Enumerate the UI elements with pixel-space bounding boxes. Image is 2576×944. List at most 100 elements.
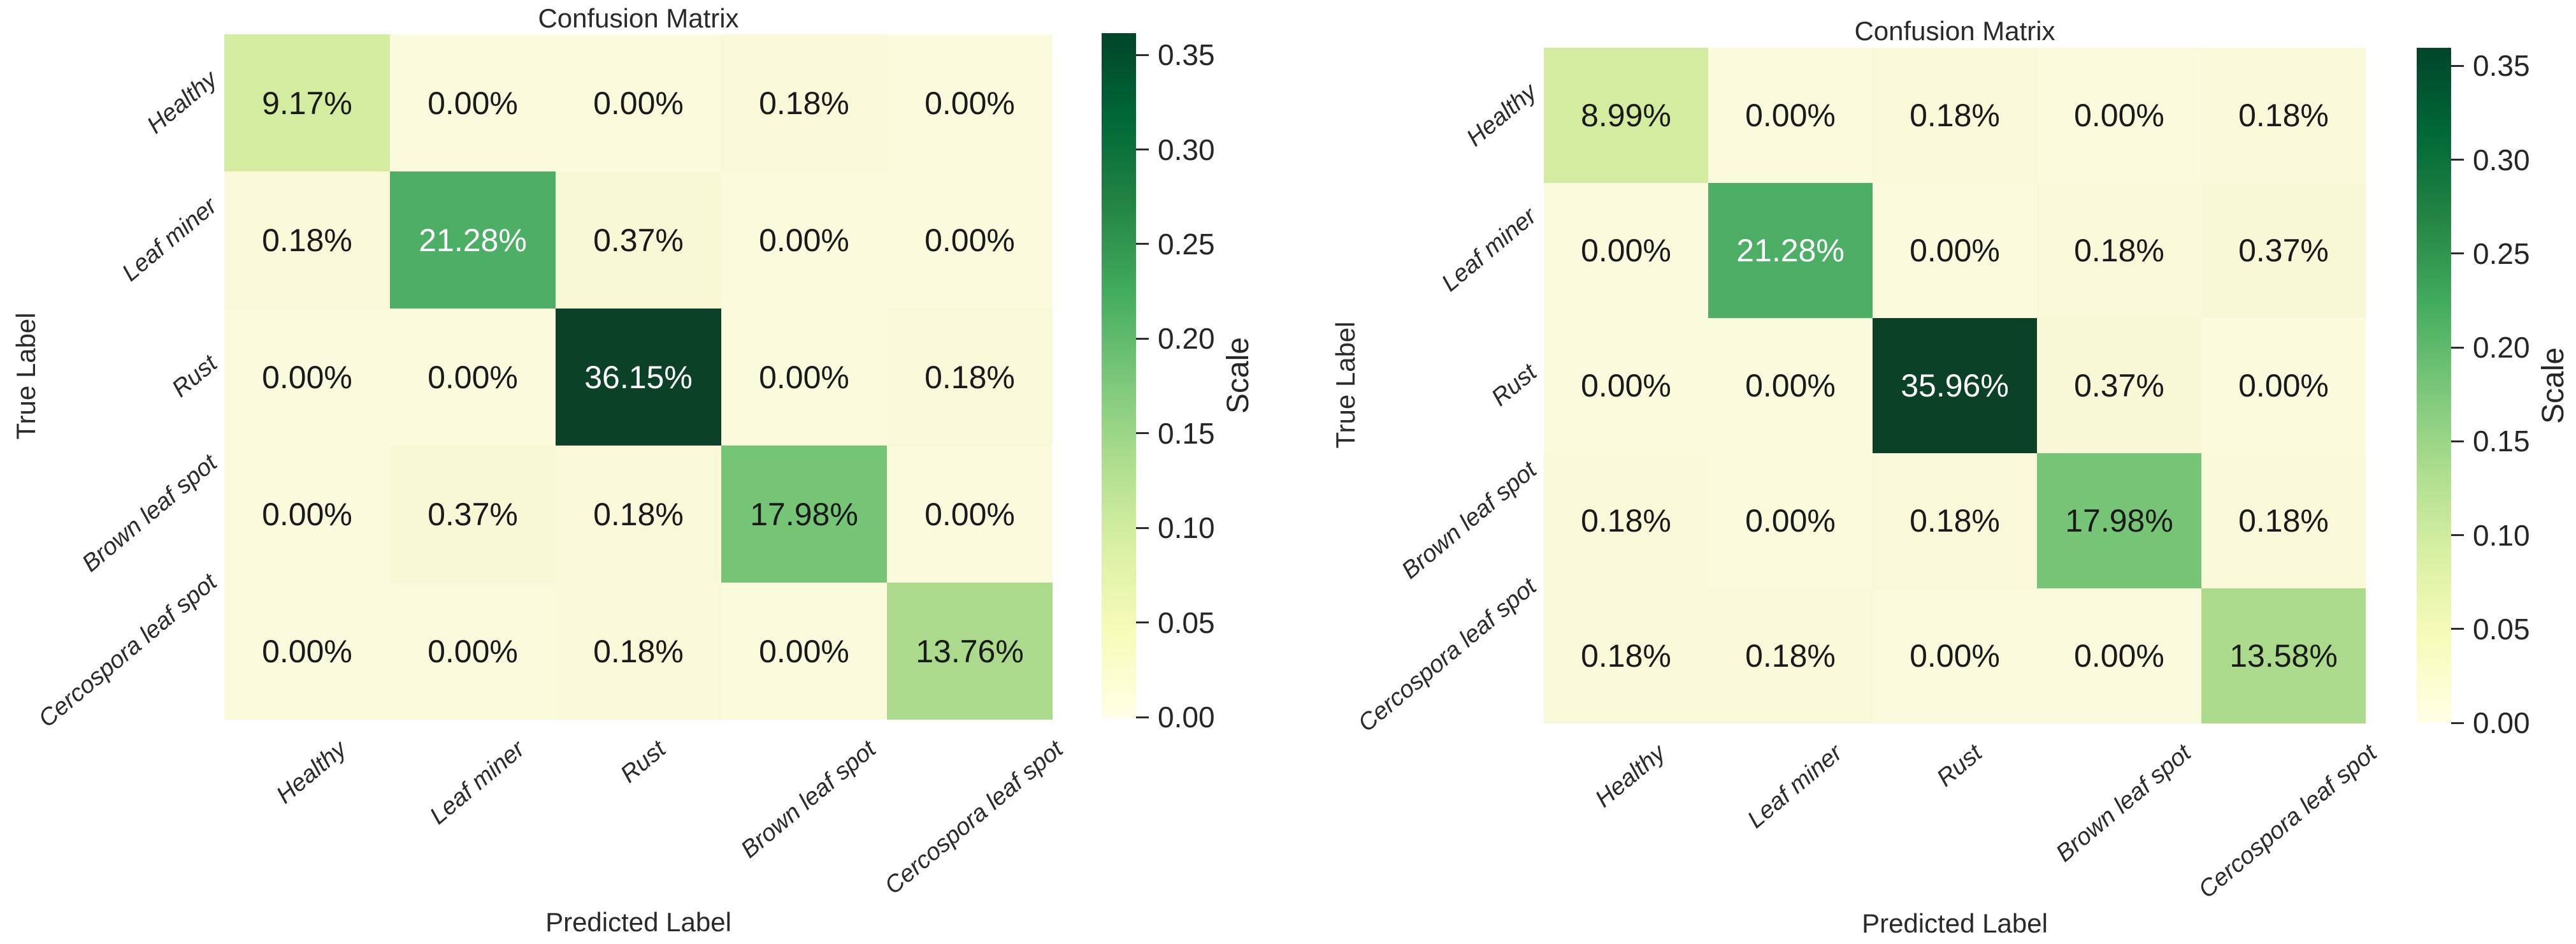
y-tick-label: Cercospora leaf spot xyxy=(1353,573,1542,738)
colorbar-tick xyxy=(1136,432,1149,435)
y-tick-label: Brown leaf spot xyxy=(1397,456,1542,585)
colorbar-tick xyxy=(2451,440,2464,442)
matrix-cell: 0.00% xyxy=(887,446,1053,583)
matrix-cell: 0.37% xyxy=(2037,318,2201,453)
colorbar-tick xyxy=(1136,716,1149,718)
matrix-cell: 13.76% xyxy=(887,583,1053,720)
matrix-cell: 0.00% xyxy=(390,34,556,171)
matrix-cell: 0.18% xyxy=(224,171,390,309)
colorbar-tick-label: 0.10 xyxy=(2473,518,2530,552)
y-tick-label: Leaf miner xyxy=(1436,203,1542,297)
matrix-cell: 0.18% xyxy=(887,309,1053,446)
colorbar-tick xyxy=(1136,243,1149,245)
matrix-cell: 0.00% xyxy=(2201,318,2366,453)
colorbar-tick-label: 0.35 xyxy=(2473,49,2530,83)
colorbar-tick-label: 0.05 xyxy=(2473,612,2530,646)
matrix-cell: 0.00% xyxy=(390,583,556,720)
matrix-cell: 0.00% xyxy=(390,309,556,446)
colorbar-tick xyxy=(1136,54,1149,56)
colorbar-tick-label: 0.25 xyxy=(1158,227,1215,261)
x-axis-label: Predicted Label xyxy=(1862,908,2048,938)
matrix-cell: 0.00% xyxy=(224,309,390,446)
matrix-cell: 0.18% xyxy=(556,446,721,583)
y-tick-label: Healthy xyxy=(1462,78,1542,152)
matrix-cell: 0.00% xyxy=(721,309,887,446)
matrix-cell: 0.00% xyxy=(1544,183,1708,318)
colorbar-tick xyxy=(1136,149,1149,151)
matrix-cell: 0.00% xyxy=(224,446,390,583)
matrix-cell: 17.98% xyxy=(721,446,887,583)
colorbar-tick-label: 0.00 xyxy=(2473,706,2530,739)
chart-title: Confusion Matrix xyxy=(538,3,739,33)
colorbar-tick xyxy=(2451,628,2464,630)
matrix-cell: 0.00% xyxy=(1873,588,2037,723)
matrix-cell: 0.18% xyxy=(1873,453,2037,588)
x-tick-label: Cercospora leaf spot xyxy=(2194,739,2382,904)
matrix-cell: 0.37% xyxy=(556,171,721,309)
colorbar-label: Scale xyxy=(2536,347,2570,424)
y-axis-label: True Label xyxy=(1330,321,1360,449)
colorbar-tick xyxy=(2451,346,2464,349)
matrix-cell: 0.00% xyxy=(721,583,887,720)
colorbar-tick-label: 0.20 xyxy=(1158,322,1215,356)
colorbar-tick-label: 0.05 xyxy=(1158,606,1215,639)
matrix-cell: 0.18% xyxy=(1544,588,1708,723)
matrix-cell: 0.18% xyxy=(1544,453,1708,588)
matrix-cell: 0.00% xyxy=(1873,183,2037,318)
x-tick-label: Brown leaf spot xyxy=(2051,739,2197,868)
colorbar-tick xyxy=(2451,722,2464,724)
matrix-cell: 0.18% xyxy=(721,34,887,171)
colorbar-tick xyxy=(2451,159,2464,161)
matrix-cell: 21.28% xyxy=(1708,183,1873,318)
colorbar-tick-label: 0.20 xyxy=(2473,331,2530,364)
matrix-cell: 35.96% xyxy=(1873,318,2037,453)
matrix-cell: 0.00% xyxy=(1708,318,1873,453)
matrix-cell: 8.99% xyxy=(1544,48,1708,183)
matrix-cell: 0.37% xyxy=(2201,183,2366,318)
colorbar-tick-label: 0.35 xyxy=(1158,38,1215,72)
colorbar-tick xyxy=(1136,526,1149,529)
matrix-cell: 0.18% xyxy=(1873,48,2037,183)
chart-title: Confusion Matrix xyxy=(1854,16,2055,46)
colorbar-tick xyxy=(2451,252,2464,255)
matrix-cell: 36.15% xyxy=(556,309,721,446)
colorbar xyxy=(1102,33,1136,717)
matrix-cell: 0.18% xyxy=(2037,183,2201,318)
colorbar-tick-label: 0.30 xyxy=(1158,133,1215,166)
y-tick-label: Rust xyxy=(1486,359,1543,412)
matrix-cell: 0.00% xyxy=(887,34,1053,171)
matrix-cell: 0.18% xyxy=(556,583,721,720)
matrix-cell: 0.00% xyxy=(1708,48,1873,183)
matrix-cell: 0.00% xyxy=(721,171,887,309)
matrix-cell: 0.00% xyxy=(556,34,721,171)
colorbar-tick-label: 0.15 xyxy=(1158,416,1215,450)
matrix-cell: 0.00% xyxy=(224,583,390,720)
matrix-cell: 0.37% xyxy=(390,446,556,583)
colorbar-tick-label: 0.25 xyxy=(2473,236,2530,270)
colorbar-tick-label: 0.00 xyxy=(1158,701,1215,734)
matrix-cell: 9.17% xyxy=(224,34,390,171)
matrix-cell: 13.58% xyxy=(2201,588,2366,723)
colorbar-tick-label: 0.15 xyxy=(2473,425,2530,458)
matrix-cell: 21.28% xyxy=(390,171,556,309)
colorbar-tick xyxy=(2451,534,2464,536)
x-axis-label: Predicted Label xyxy=(545,907,731,937)
matrix-cell: 0.18% xyxy=(2201,48,2366,183)
colorbar xyxy=(2417,48,2451,723)
matrix-cell: 0.00% xyxy=(1708,453,1873,588)
matrix-cell: 0.00% xyxy=(2037,588,2201,723)
matrix-cell: 0.00% xyxy=(887,171,1053,309)
x-tick-label: Leaf miner xyxy=(1742,739,1848,834)
colorbar-tick xyxy=(2451,64,2464,67)
colorbar-tick xyxy=(1136,337,1149,340)
matrix-cell: 0.00% xyxy=(2037,48,2201,183)
matrix-cell: 17.98% xyxy=(2037,453,2201,588)
matrix-cell: 0.18% xyxy=(2201,453,2366,588)
colorbar-tick-label: 0.30 xyxy=(2473,143,2530,177)
x-tick-label: Rust xyxy=(1932,739,1987,792)
colorbar-tick xyxy=(1136,621,1149,624)
matrix-cell: 0.00% xyxy=(1544,318,1708,453)
